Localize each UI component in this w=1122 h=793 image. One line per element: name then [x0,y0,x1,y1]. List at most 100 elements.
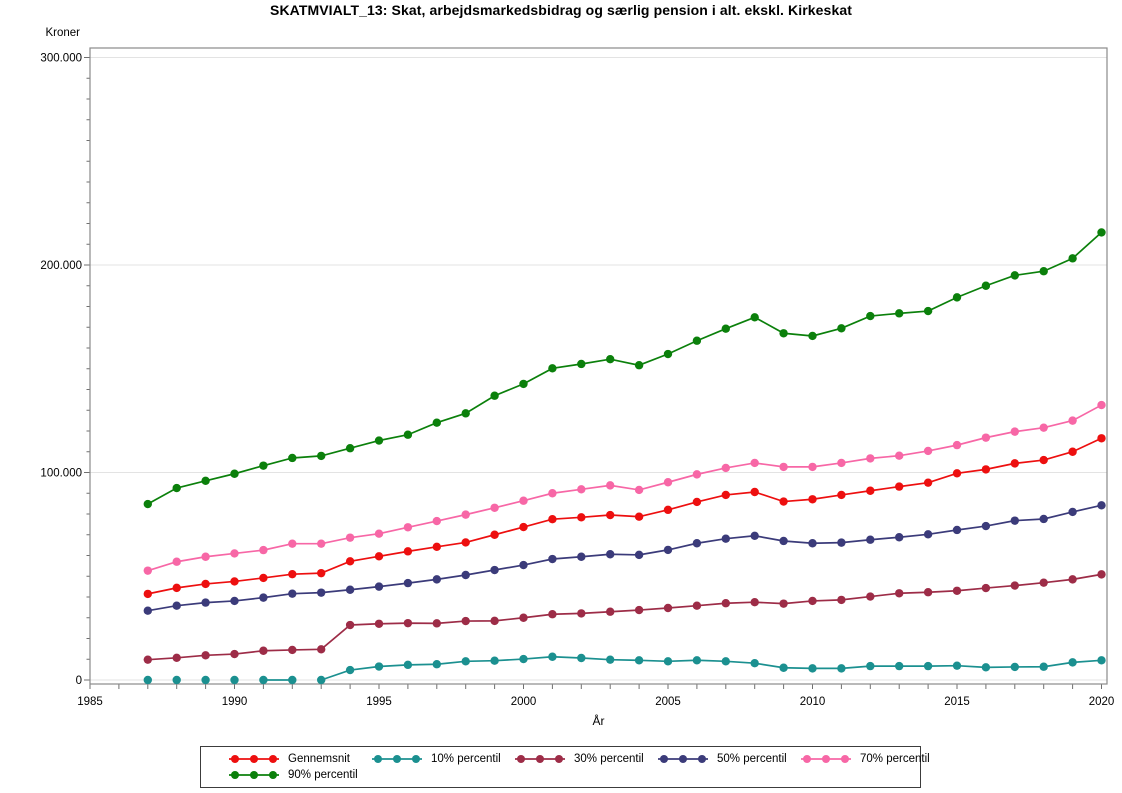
data-point [866,592,875,601]
data-point [461,570,470,580]
data-point [634,512,644,521]
data-point [1010,459,1019,468]
data-point [1097,656,1106,665]
legend-item-10-percentil: 10% percentil [371,753,502,765]
data-point [1010,581,1019,590]
legend-label: 10% percentil [431,753,501,765]
data-point [172,675,181,685]
data-point [952,440,962,450]
data-point [866,661,875,671]
x-tick-label: 1985 [77,696,103,708]
data-point [981,583,991,593]
data-point [345,557,355,566]
data-point [837,458,846,468]
data-point [317,675,326,685]
data-point [895,451,904,460]
data-point [490,503,499,512]
data-point [374,529,384,538]
legend-item-70-percentil: 70% percentil [800,753,931,765]
data-point [432,575,441,584]
data-point [981,663,991,672]
data-point [837,324,846,333]
data-point [634,361,644,370]
data-point [1097,228,1106,237]
data-point [663,657,673,666]
data-point [866,311,875,321]
data-point [981,433,991,442]
data-point [866,486,875,495]
data-point [663,545,673,555]
data-point [259,545,268,555]
legend-item-gennemsnit: Gennemsnit [228,753,359,765]
data-point [288,675,297,685]
data-point [1068,254,1077,263]
data-point [143,589,152,599]
data-point [750,531,759,540]
data-point [750,597,759,607]
data-point [952,469,962,478]
data-point [403,660,413,670]
data-point [981,281,991,290]
data-point [981,521,991,531]
data-point [721,324,730,333]
data-point [519,496,528,505]
data-point [923,530,933,539]
legend-item-50-percentil: 50% percentil [657,753,788,765]
data-point [548,514,557,524]
x-tick-label: 2010 [800,696,826,708]
data-point [1010,271,1019,280]
data-point [1039,423,1048,432]
data-point [374,619,384,628]
data-point [259,675,268,685]
legend-item-30-percentil: 30% percentil [514,753,645,765]
data-point [519,613,528,622]
data-point [374,662,384,671]
legend-item-90-percentil: 90% percentil [228,769,359,781]
data-point [923,306,933,316]
legend-label: Gennemsnit [288,753,351,765]
data-point [201,675,210,685]
data-point [779,663,788,672]
data-point [721,463,730,473]
data-point [1068,416,1077,425]
data-point [606,550,615,559]
data-point [432,516,441,526]
data-point [288,453,297,463]
data-point [548,610,557,619]
plot-area: 0 100.000 200.000 300.000 1985 1990 1995 2000 20… [40,47,1114,708]
data-point [1039,267,1048,276]
plot-frame [89,47,1108,685]
data-point [808,664,817,673]
data-point [259,573,268,583]
data-point [1097,400,1106,410]
data-point [172,483,181,493]
data-point [808,462,817,472]
data-point [317,451,326,461]
data-point [895,589,904,598]
data-point [750,487,759,497]
data-point [721,534,730,543]
data-point [172,653,181,662]
data-point [692,601,702,610]
x-tick-label: 2005 [655,696,681,708]
data-point [201,552,210,561]
series-line-70% percentil [147,404,1102,572]
legend-line-marker-symbol [658,755,708,763]
data-point [461,510,470,519]
data-point [1068,507,1077,517]
data-point [403,523,413,532]
legend-label: 90% percentil [288,769,358,781]
data-point [403,578,413,588]
legend-line-marker-symbol [801,755,851,763]
data-point [345,533,355,542]
data-point [1039,514,1048,524]
y-tick-label: 0 [76,675,82,687]
data-point [461,538,470,547]
series-line-Gennemsnit [147,437,1102,595]
data-point [143,499,152,509]
data-point [808,495,817,504]
data-point [230,549,239,558]
series-line-10% percentil [320,655,1102,681]
legend-line-marker-symbol [372,755,422,763]
data-point [895,309,904,318]
